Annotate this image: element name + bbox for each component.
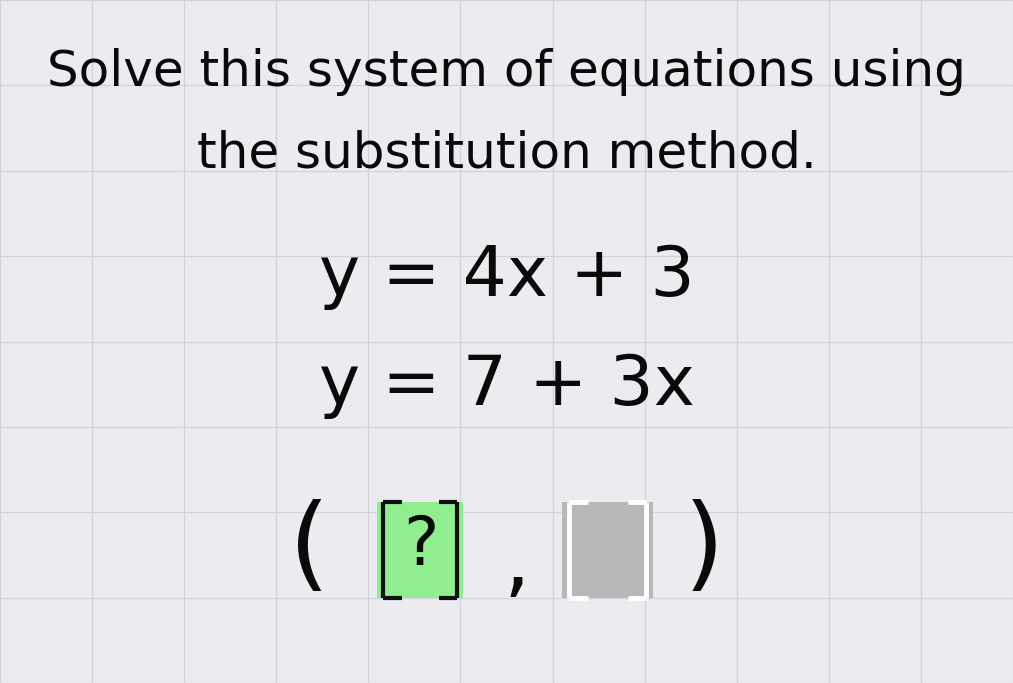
Text: (: ( <box>289 499 329 600</box>
Text: y = 7 + 3x: y = 7 + 3x <box>318 352 695 419</box>
Text: Solve this system of equations using: Solve this system of equations using <box>47 48 966 96</box>
FancyBboxPatch shape <box>377 502 464 598</box>
Text: the substitution method.: the substitution method. <box>197 130 816 178</box>
Text: ,: , <box>503 523 530 604</box>
Text: y = 4x + 3: y = 4x + 3 <box>319 243 694 310</box>
Text: ?: ? <box>403 514 438 579</box>
Text: ): ) <box>684 499 724 600</box>
FancyBboxPatch shape <box>562 502 653 598</box>
